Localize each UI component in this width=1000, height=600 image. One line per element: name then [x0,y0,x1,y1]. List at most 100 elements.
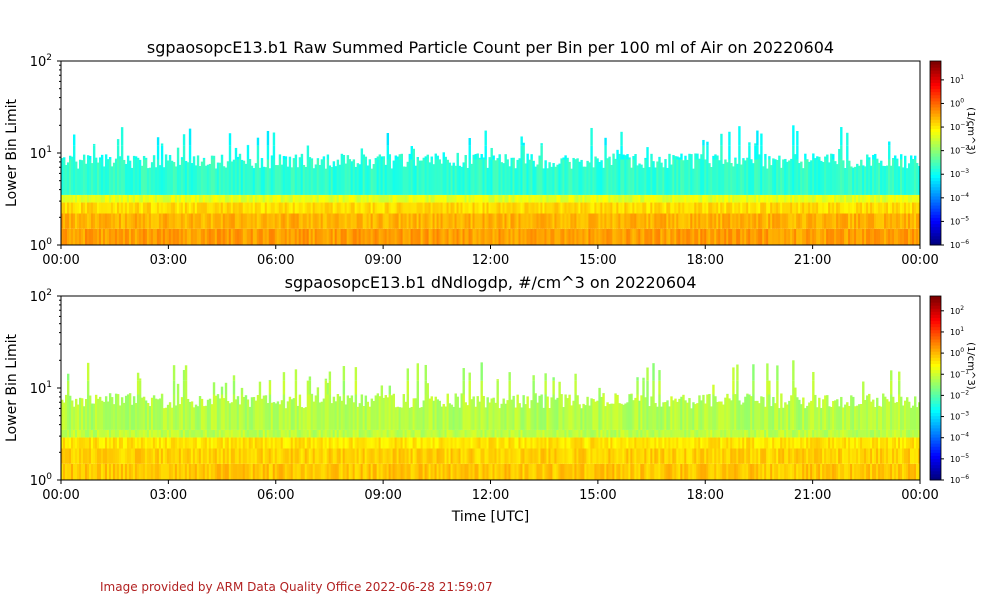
heatmap-cell [260,228,264,245]
heatmap-cell [572,194,575,203]
colorbar-segment [930,143,941,148]
heatmap-cell [696,448,699,464]
heatmap-cell [160,143,164,146]
colorbar-segment [930,458,941,463]
heatmap-cell [340,463,344,480]
heatmap-cell [94,159,98,195]
heatmap-cell [668,406,671,430]
heatmap-cell [912,213,915,229]
heatmap-cell [770,194,773,203]
heatmap-cell [80,448,84,464]
heatmap-cell [896,429,899,438]
heatmap-cell [136,448,140,464]
heatmap-cell [88,155,92,160]
heatmap-cell [286,228,290,245]
heatmap-cell [352,159,356,195]
heatmap-cell [590,145,593,160]
heatmap-cell [788,437,791,449]
heatmap-cell [746,157,749,160]
heatmap-cell [824,395,827,430]
heatmap-cell [134,437,138,449]
heatmap-cell [668,448,671,464]
heatmap-cell [690,463,693,480]
heatmap-cell [94,394,98,430]
heatmap-cell [590,398,593,430]
heatmap-cell [690,194,693,203]
heatmap-cell [648,213,651,229]
heatmap-cell [246,463,250,480]
heatmap-cell [386,429,390,438]
heatmap-cell [150,162,154,195]
heatmap-cell [722,163,725,195]
heatmap-cell [152,448,156,464]
heatmap-cell [398,407,402,430]
heatmap-cell [626,448,629,464]
heatmap-cell [172,162,176,195]
heatmap-cell [832,202,835,214]
heatmap-cell [336,213,340,229]
heatmap-cell [578,463,581,480]
heatmap-cell [666,429,669,438]
heatmap-cell [86,159,90,195]
heatmap-cell [846,202,849,214]
heatmap-cell [882,393,885,395]
colorbar-segment [930,110,941,114]
heatmap-cell [910,202,913,214]
colorbar-segment [930,61,941,65]
heatmap-cell [578,161,581,195]
heatmap-cell [864,194,867,203]
heatmap-cell [160,202,164,214]
heatmap-cell [258,381,262,395]
heatmap-cell [788,228,791,245]
heatmap-cell [128,228,132,245]
heatmap-cell [256,429,260,438]
heatmap-cell [680,429,683,438]
heatmap-cell [216,448,220,464]
heatmap-cell [76,437,80,449]
heatmap-cell [534,202,537,214]
heatmap-cell [654,202,657,214]
heatmap-cell [296,429,300,438]
heatmap-cell [306,159,310,195]
heatmap-cell [800,202,803,214]
heatmap-cell [476,396,479,430]
heatmap-cell [600,463,603,480]
heatmap-cell [556,194,559,203]
heatmap-cell [442,152,445,160]
heatmap-cell [842,194,845,203]
heatmap-cell [268,429,272,438]
heatmap-cell [768,213,771,229]
heatmap-cell [672,448,675,464]
heatmap-cell [644,429,647,438]
heatmap-cell [438,437,441,449]
heatmap-cell [542,194,545,203]
heatmap-cell [366,463,370,480]
heatmap-cell [674,159,677,195]
heatmap-cell [616,159,619,195]
heatmap-cell [448,202,451,214]
heatmap-cell [358,194,362,203]
heatmap-cell [608,404,611,430]
heatmap-cell [368,429,372,438]
heatmap-cell [356,213,360,229]
heatmap-cell [532,160,535,195]
heatmap-cell [506,159,509,195]
heatmap-cell [484,407,487,430]
heatmap-cell [364,194,368,203]
heatmap-cell [156,448,160,464]
heatmap-cell [594,463,597,480]
heatmap-cell [840,429,843,438]
heatmap-cell [744,228,747,245]
heatmap-cell [544,194,547,203]
heatmap-cell [154,398,158,430]
heatmap-cell [396,448,400,464]
heatmap-cell [478,228,481,245]
heatmap-cell [244,463,248,480]
heatmap-cell [248,159,252,195]
heatmap-cell [706,463,709,480]
heatmap-cell [444,406,447,430]
heatmap-cell [860,213,863,229]
heatmap-cell [412,228,415,245]
heatmap-cell [890,165,893,195]
heatmap-cell [63,194,66,203]
